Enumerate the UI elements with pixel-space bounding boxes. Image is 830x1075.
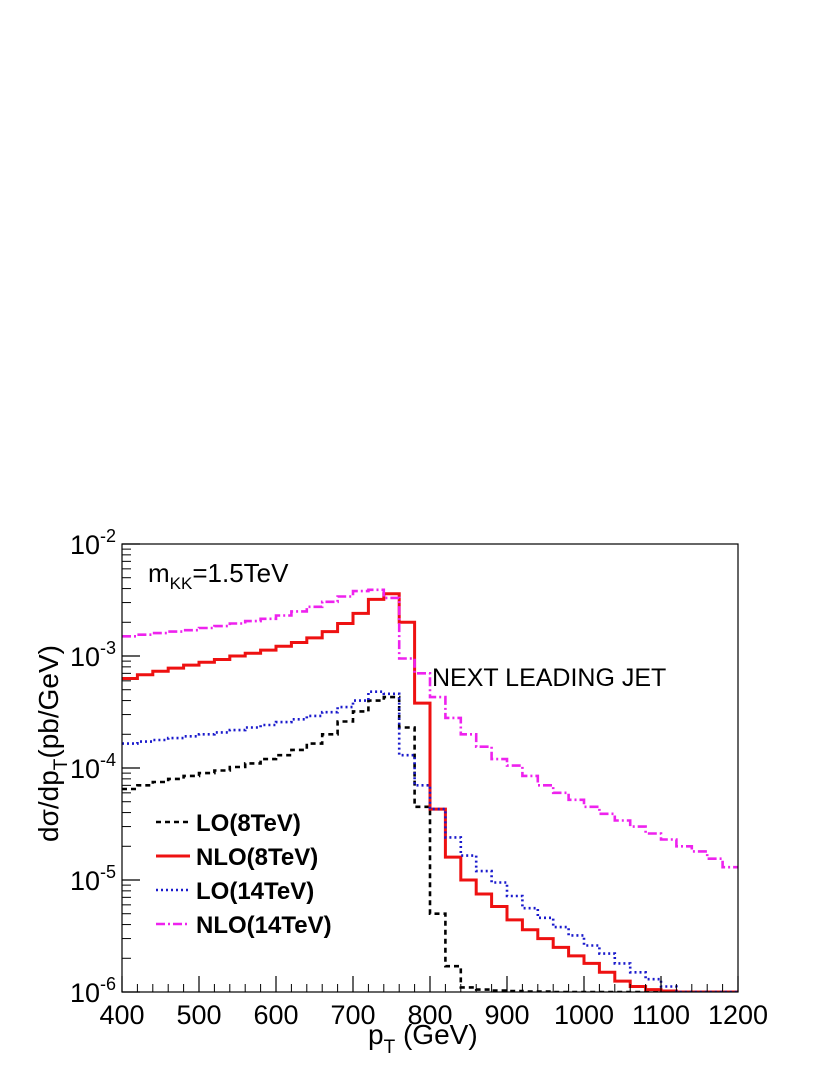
x-tick-label: 900: [484, 1000, 529, 1030]
y-axis-title-main: dσ/dp: [33, 770, 64, 842]
series-line-3: [122, 588, 738, 869]
legend-label-1: NLO(8TeV): [196, 844, 318, 871]
y-tick-label: 10-4: [70, 750, 116, 784]
x-tick-label: 1000: [554, 1000, 614, 1030]
x-tick-label: 400: [99, 1000, 144, 1030]
x-tick-label: 800: [407, 1000, 452, 1030]
legend: LO(8TeV) NLO(8TeV) LO(14TeV) NLO(14TeV): [156, 810, 332, 939]
x-axis-title: pT (GeV): [368, 1019, 478, 1058]
y-axis-title-rest: (pb/GeV): [33, 645, 64, 759]
axis-layer: 400 500 600 700 800 900 1000 1100 1200 10-6 10-5 10…: [70, 526, 768, 1030]
mass-annotation: mKK=1.5TeV: [148, 558, 289, 593]
y-axis-title-sub: T: [51, 758, 72, 770]
y-tick-label: 10-3: [70, 638, 116, 672]
y-tick-label: 10-5: [70, 862, 116, 896]
x-tick-label: 600: [253, 1000, 298, 1030]
x-tick-label: 1200: [708, 1000, 768, 1030]
x-axis-title-sub: T: [384, 1037, 396, 1058]
y-axis-title: dσ/dpT(pb/GeV): [33, 645, 72, 842]
x-tick-label: 500: [176, 1000, 221, 1030]
legend-label-2: LO(14TeV): [196, 878, 314, 905]
x-tick-label: 700: [330, 1000, 375, 1030]
mass-annotation-rest: =1.5TeV: [192, 558, 289, 588]
x-axis-title-main: p: [368, 1019, 384, 1050]
legend-label-0: LO(8TeV): [196, 810, 301, 837]
jet-annotation: NEXT LEADING JET: [432, 664, 666, 692]
series-line-0: [122, 695, 738, 992]
mass-annotation-sub: KK: [170, 574, 193, 593]
x-tick-label: 1100: [632, 1000, 690, 1030]
y-tick-label: 10-2: [70, 526, 116, 560]
mass-annotation-main: m: [148, 558, 170, 588]
legend-label-3: NLO(14TeV): [196, 912, 332, 939]
series-line-1: [122, 592, 738, 992]
series-layer: [122, 588, 738, 992]
y-tick-label: 10-6: [70, 974, 116, 1008]
x-axis-title-rest: (GeV): [395, 1019, 477, 1050]
